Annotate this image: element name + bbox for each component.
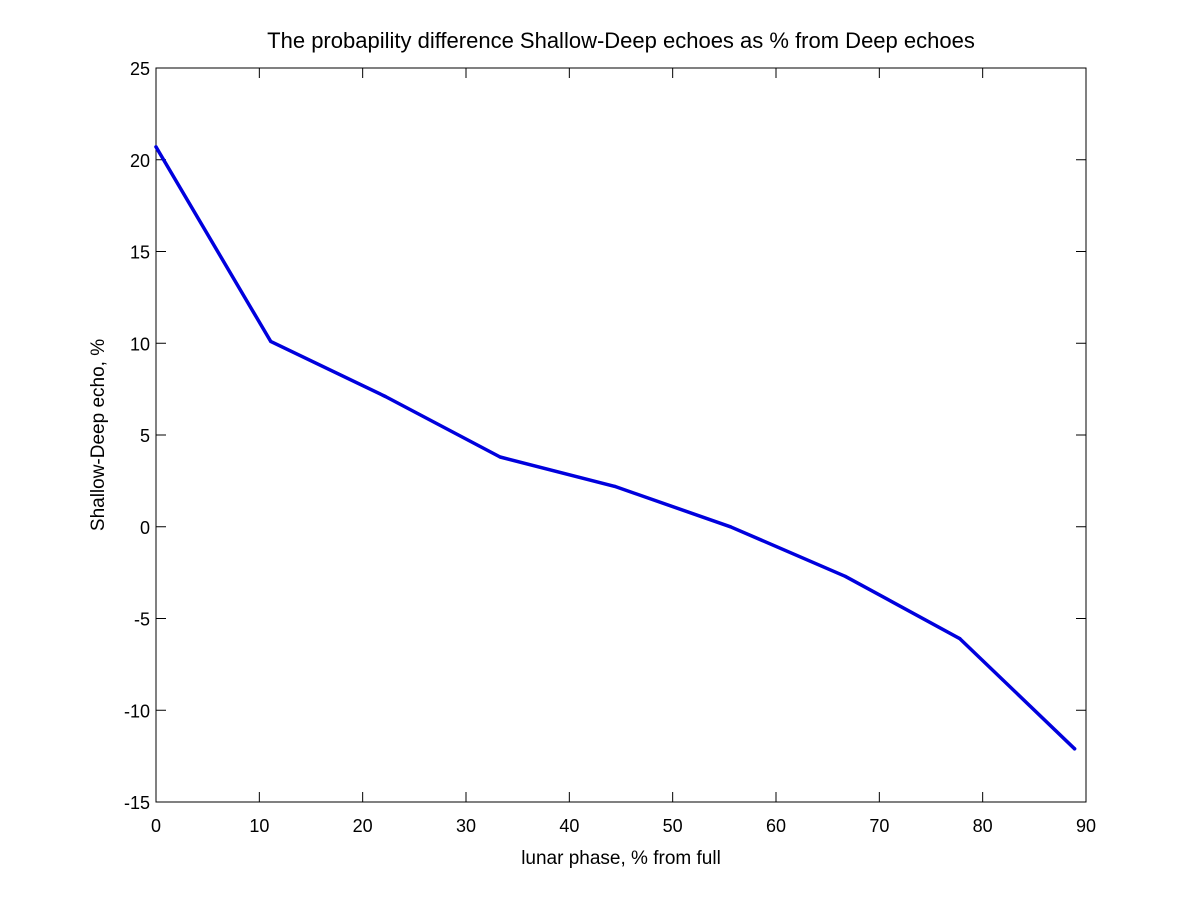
y-tick-label: -5	[134, 610, 150, 630]
y-tick-label: 5	[140, 426, 150, 446]
y-tick-label: 10	[130, 334, 150, 354]
plot-area-frame	[155, 67, 1087, 803]
x-tick-label: 50	[663, 816, 683, 836]
data-point	[958, 637, 962, 641]
data-point	[498, 455, 502, 459]
x-tick-label: 40	[559, 816, 579, 836]
data-point	[613, 484, 617, 488]
y-tick-label: -10	[124, 701, 150, 721]
y-tick-label: 15	[130, 243, 150, 263]
chart-title: The probapility difference Shallow-Deep …	[267, 28, 975, 53]
y-tick-label: 20	[130, 151, 150, 171]
x-tick-label: 80	[973, 816, 993, 836]
data-point	[269, 339, 273, 344]
data-point	[1073, 747, 1077, 751]
y-tick-label: 0	[140, 518, 150, 538]
data-point	[728, 525, 733, 529]
axis-ticks: 0 10 20 30 40 50 60 70 80 90 -15 -10 -5 0 5 10 15 20 25	[124, 59, 1096, 836]
data-point	[383, 394, 387, 399]
x-axis-label: lunar phase, % from full	[521, 848, 721, 869]
x-tick-label: 70	[869, 816, 889, 836]
y-tick-label: -15	[124, 793, 150, 813]
y-axis-label: Shallow-Deep echo, %	[88, 339, 109, 531]
x-tick-label: 0	[151, 816, 161, 836]
x-tick-label: 60	[766, 816, 786, 836]
data-point	[843, 574, 847, 578]
x-tick-label: 90	[1076, 816, 1096, 836]
x-tick-label: 30	[456, 816, 476, 836]
data-series	[154, 145, 1077, 751]
x-tick-label: 20	[353, 816, 373, 836]
x-tick-label: 10	[249, 816, 269, 836]
y-tick-label: 25	[130, 59, 150, 79]
data-point	[154, 145, 158, 149]
